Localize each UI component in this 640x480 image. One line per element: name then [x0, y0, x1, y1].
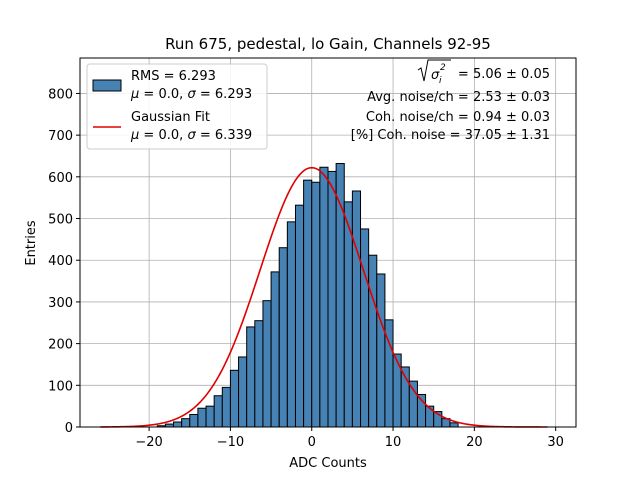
histogram-bar — [181, 418, 191, 428]
x-axis-label: ADC Counts — [289, 456, 367, 471]
chart-title: Run 675, pedestal, lo Gain, Channels 92-… — [165, 35, 491, 53]
histogram-bars — [156, 162, 459, 428]
y-axis-label: Entries — [24, 220, 39, 266]
legend-box — [86, 63, 268, 150]
histogram-bar — [229, 369, 240, 428]
legend-entry-rms-params: μ = 0.0, σ = 6.293 — [130, 87, 252, 102]
coh-noise-annotation: Coh. noise/ch = 0.94 ± 0.03 — [366, 110, 550, 125]
x-tick-label: 0 — [308, 435, 316, 450]
y-tick-label: 100 — [48, 379, 73, 394]
legend-entry-fit: Gaussian Fit — [131, 110, 210, 125]
histogram-bar — [408, 380, 418, 428]
avg-noise-annotation: Avg. noise/ch = 2.53 ± 0.03 — [367, 90, 550, 105]
sigma-sup-2: 2 — [440, 63, 446, 73]
legend-entry-fit-params: μ = 0.0, σ = 6.339 — [130, 128, 252, 143]
legend-entry-rms: RMS = 6.293 — [131, 69, 216, 84]
histogram-bar — [319, 166, 329, 428]
sigma-sub-i: i — [439, 76, 442, 86]
y-tick-label: 500 — [48, 213, 73, 228]
histogram-bar — [376, 273, 386, 428]
histogram-bar — [449, 422, 459, 428]
x-axis-ticks: −20 −10 0 10 20 30 — [135, 427, 564, 450]
histogram-bar — [392, 353, 402, 428]
histogram-bar — [311, 181, 321, 428]
histogram-bar — [425, 405, 435, 428]
histogram-bar — [327, 170, 337, 428]
plot-frame — [79, 57, 577, 428]
y-tick-label: 200 — [48, 338, 73, 353]
histogram-bar — [238, 356, 248, 428]
pct-coh-noise-annotation: [%] Coh. noise = 37.05 ± 1.31 — [351, 128, 550, 143]
y-tick-label: 700 — [48, 129, 73, 144]
y-axis-ticks: 0 100 200 300 400 500 600 700 800 — [48, 87, 80, 436]
histogram-bar — [294, 204, 305, 428]
histogram-bar — [197, 407, 207, 428]
legend: RMS = 6.293 μ = 0.0, σ = 6.293 Gaussian … — [86, 63, 268, 150]
sigma-sq-annotation: σ 2 i = 5.06 ± 0.05 — [417, 59, 550, 86]
histogram-bar — [173, 421, 183, 428]
histogram-bar — [278, 247, 288, 428]
legend-bar-swatch — [92, 79, 122, 92]
x-tick-label: −20 — [135, 435, 162, 450]
y-tick-label: 400 — [48, 254, 73, 269]
gaussian-fit-curve — [100, 166, 548, 428]
histogram-bar — [189, 413, 199, 428]
histogram-bar — [270, 271, 280, 428]
sqrt-sign — [417, 59, 451, 82]
histogram-bar — [368, 254, 378, 428]
histogram-bar — [213, 395, 223, 428]
histogram-bar — [246, 326, 256, 428]
y-tick-label: 300 — [48, 296, 73, 311]
histogram-bar — [221, 386, 231, 428]
histogram-bar — [360, 228, 370, 428]
y-tick-label: 800 — [48, 87, 73, 102]
histogram-bar — [303, 179, 313, 428]
y-tick-label: 0 — [65, 421, 73, 436]
histogram-bar — [262, 300, 272, 428]
sigma-sq-value: = 5.06 ± 0.05 — [458, 67, 550, 82]
noise-annotations: σ 2 i = 5.06 ± 0.05 Avg. noise/ch = 2.53… — [351, 59, 550, 143]
x-tick-label: 30 — [547, 435, 564, 450]
sigma-symbol: σ — [431, 68, 440, 83]
x-tick-label: 20 — [466, 435, 483, 450]
y-tick-label: 600 — [48, 171, 73, 186]
histogram-bar — [254, 320, 264, 428]
histogram-bar — [205, 405, 215, 428]
histogram-bar — [351, 190, 362, 428]
x-tick-label: 10 — [385, 435, 402, 450]
histogram-bar — [286, 221, 296, 428]
x-tick-label: −10 — [217, 435, 244, 450]
